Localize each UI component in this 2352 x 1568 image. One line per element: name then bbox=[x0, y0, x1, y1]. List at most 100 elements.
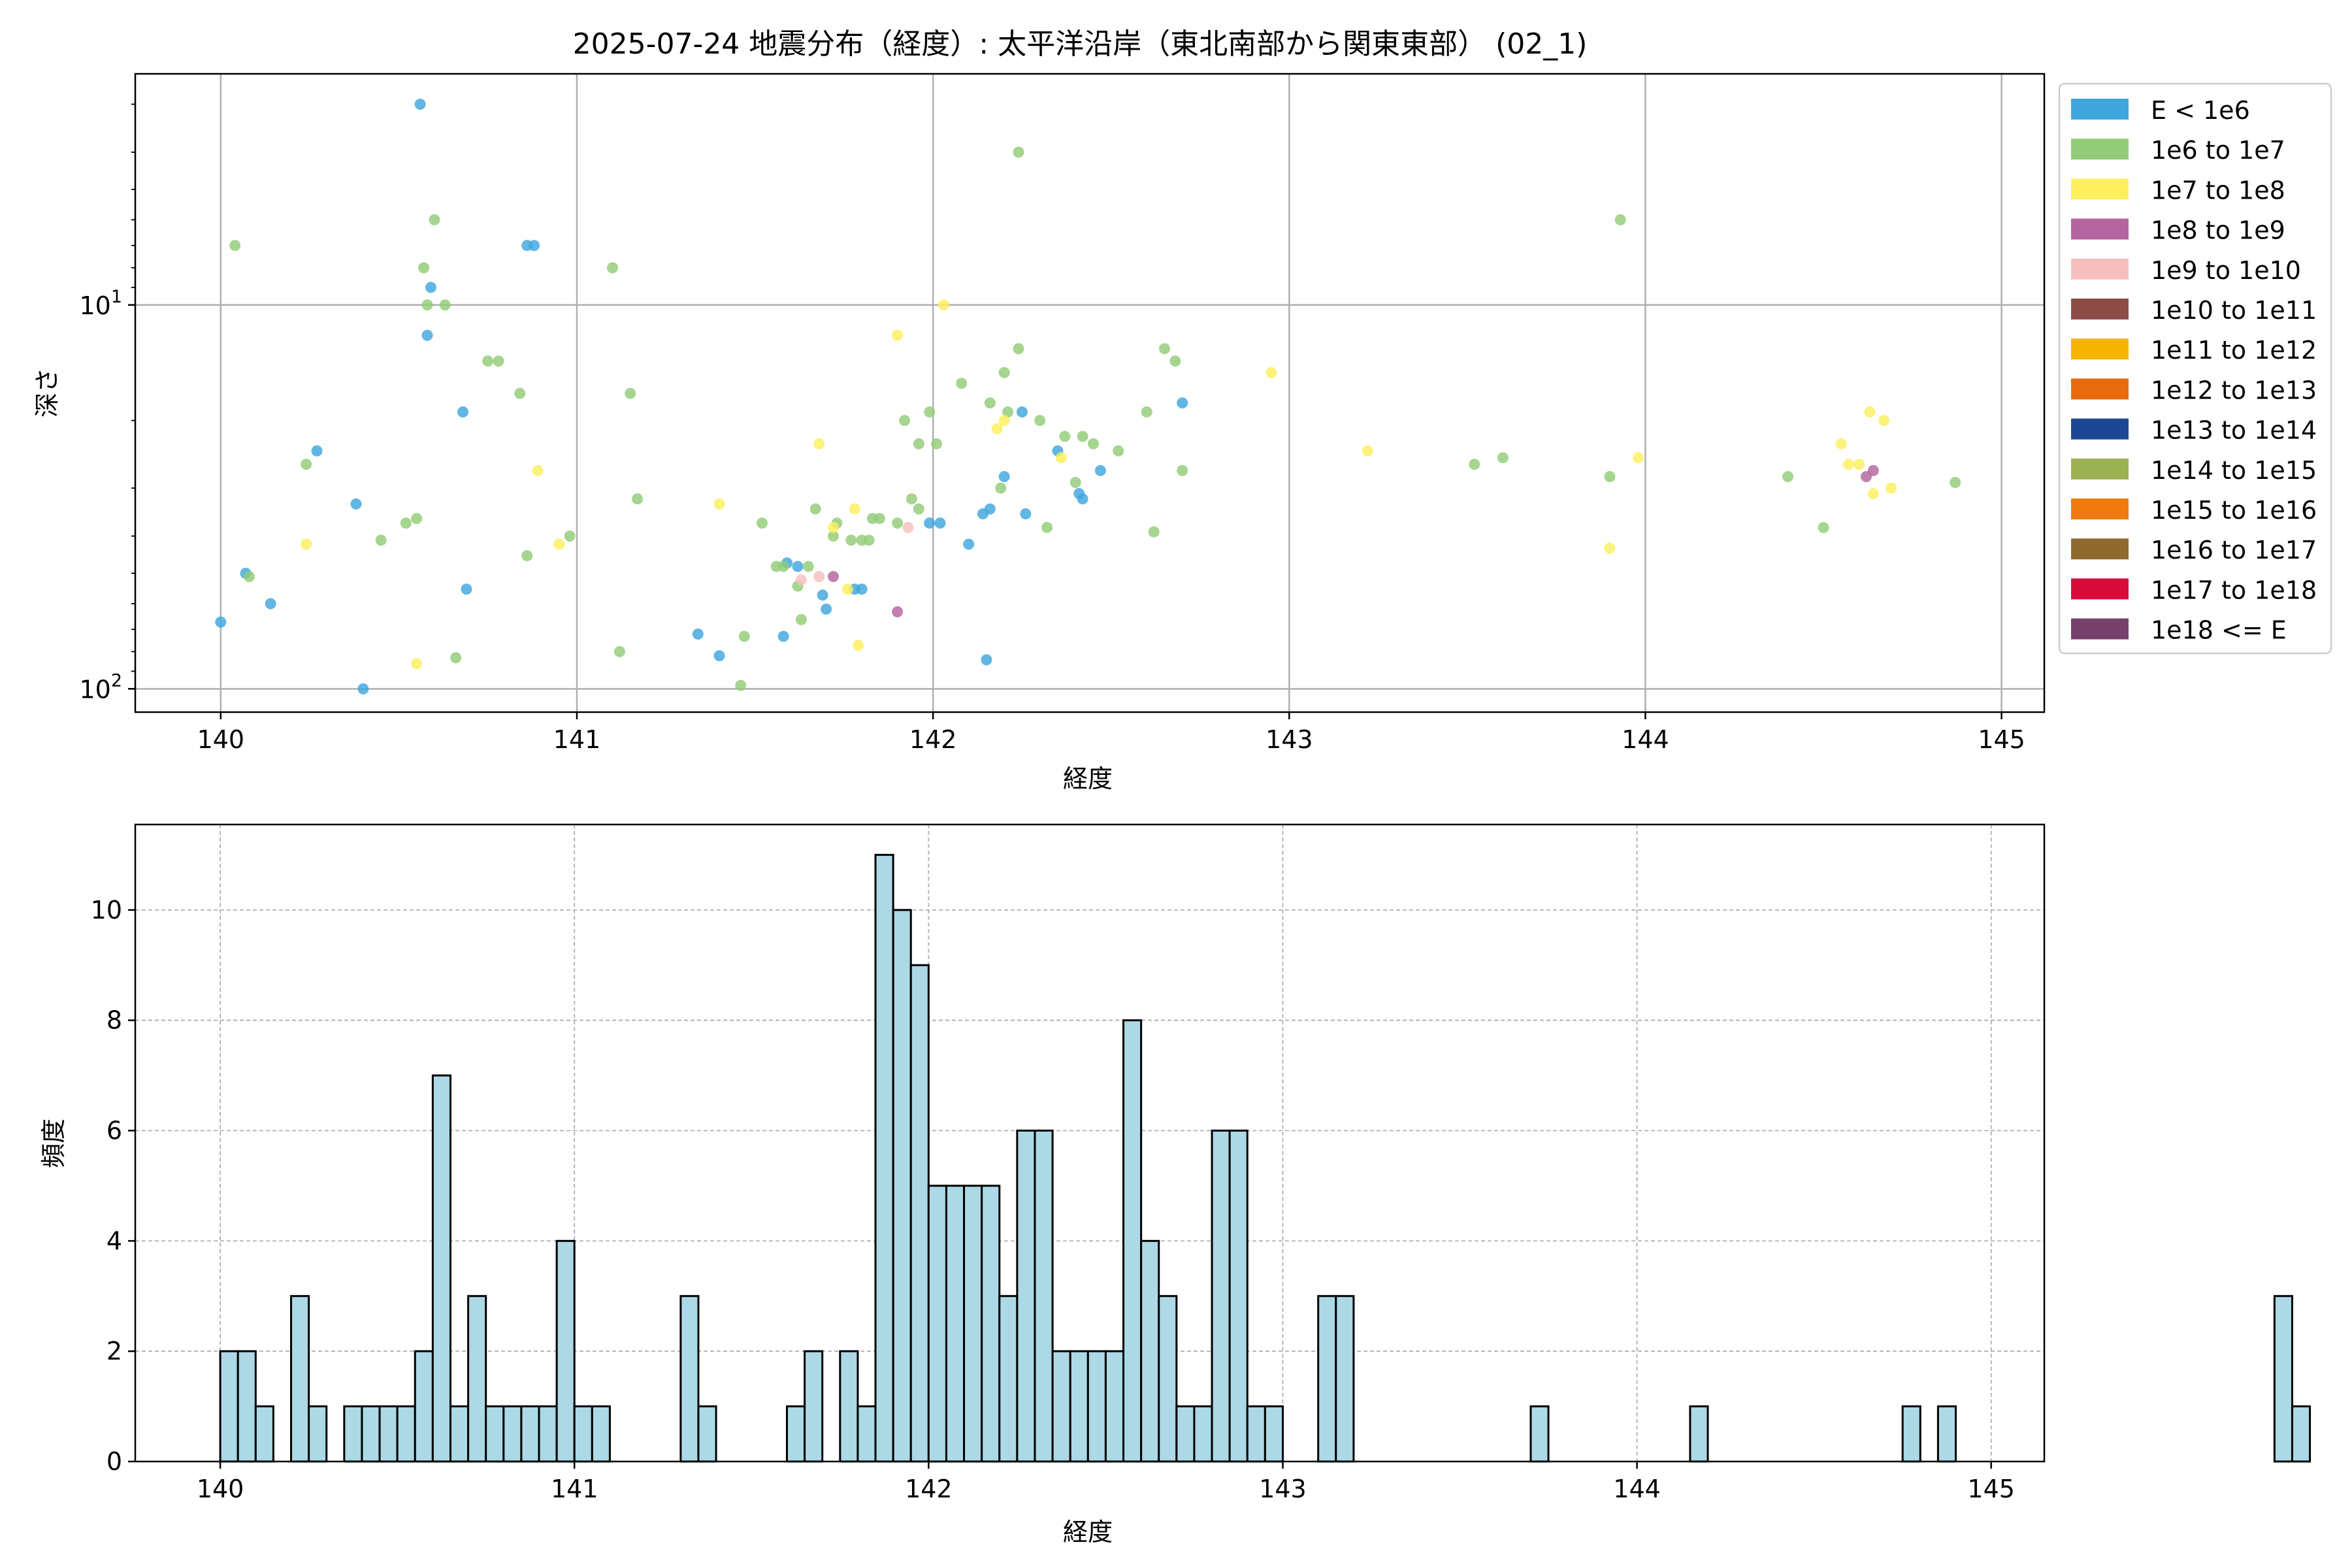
scatter-point bbox=[913, 438, 924, 449]
histogram-bar bbox=[591, 1405, 611, 1463]
scatter-point bbox=[924, 406, 936, 418]
scatter-point bbox=[450, 652, 462, 664]
scatter-point bbox=[735, 679, 747, 691]
histogram-bar bbox=[697, 1405, 717, 1463]
chart-title: 2025-07-24 地震分布（経度）: 太平洋沿岸（東北南部から関東東部） (… bbox=[573, 27, 1588, 61]
histogram-bar bbox=[573, 1405, 593, 1463]
scatter-point bbox=[899, 415, 911, 427]
scatter-point bbox=[411, 658, 423, 670]
scatter-point bbox=[493, 355, 504, 367]
histogram-bar bbox=[1034, 1130, 1054, 1463]
histogram-bar bbox=[1016, 1130, 1036, 1463]
scatter-point bbox=[1469, 459, 1480, 470]
scatter-point bbox=[1020, 508, 1032, 519]
scatter-point bbox=[827, 571, 839, 583]
scatter-point bbox=[1169, 355, 1181, 367]
scatter-point bbox=[795, 574, 807, 585]
scatter-point bbox=[625, 387, 636, 399]
histogram-bar bbox=[1193, 1405, 1213, 1463]
histogram-bar bbox=[857, 1405, 877, 1463]
histogram-bar bbox=[254, 1405, 274, 1463]
scatter-point bbox=[1864, 406, 1876, 418]
legend-swatch bbox=[2071, 338, 2129, 360]
scatter-point bbox=[1034, 415, 1046, 427]
scatter-point bbox=[1013, 146, 1024, 158]
histogram-bar bbox=[396, 1405, 416, 1463]
legend-swatch bbox=[2071, 538, 2129, 560]
scatter-point bbox=[1782, 470, 1793, 482]
scatter-point bbox=[425, 282, 436, 293]
histogram-bar bbox=[343, 1405, 363, 1463]
legend-label: 1e7 to 1e8 bbox=[2151, 176, 2285, 204]
histogram-bar bbox=[361, 1405, 381, 1463]
histogram-y-tick-label: 0 bbox=[106, 1447, 122, 1476]
scatter-point bbox=[821, 603, 832, 615]
scatter-point bbox=[845, 534, 857, 546]
scatter-point bbox=[514, 387, 526, 399]
legend-swatch bbox=[2071, 378, 2129, 400]
scatter-point bbox=[1867, 487, 1879, 499]
histogram-bar bbox=[1158, 1295, 1178, 1463]
histogram-bar bbox=[378, 1405, 399, 1463]
legend-swatch bbox=[2071, 139, 2129, 160]
legend-swatch bbox=[2071, 99, 2129, 120]
histogram-bar bbox=[1264, 1405, 1284, 1463]
scatter-point bbox=[265, 598, 276, 610]
scatter-point bbox=[863, 534, 875, 546]
scatter-point bbox=[934, 517, 946, 529]
scatter-point bbox=[998, 415, 1010, 427]
histogram-bar bbox=[2291, 1405, 2311, 1463]
legend-swatch bbox=[2071, 578, 2129, 600]
legend: E < 1e6 1e6 to 1e7 1e7 to 1e8 1e8 to 1e9 1e9… bbox=[2058, 82, 2332, 655]
histogram-x-tick-label: 143 bbox=[1259, 1475, 1307, 1503]
histogram-x-tick-label: 140 bbox=[197, 1475, 244, 1503]
scatter-point bbox=[1113, 445, 1124, 457]
scatter-point bbox=[777, 630, 789, 642]
scatter-point bbox=[827, 521, 839, 533]
scatter-point bbox=[913, 503, 924, 515]
scatter-point bbox=[777, 561, 789, 572]
scatter-point bbox=[856, 583, 868, 595]
scatter-point bbox=[813, 571, 825, 583]
scatter-point bbox=[1094, 465, 1106, 476]
scatter-point bbox=[802, 561, 814, 572]
scatter-point bbox=[1013, 343, 1024, 355]
legend-swatch bbox=[2071, 498, 2129, 519]
scatter-point bbox=[375, 534, 387, 546]
scatter-point bbox=[906, 493, 917, 505]
scatter-point bbox=[1950, 476, 1961, 488]
scatter-point bbox=[1077, 431, 1088, 442]
histogram-x-tick-label: 145 bbox=[1967, 1475, 2015, 1503]
scatter-x-tick-label: 144 bbox=[1622, 725, 1669, 754]
histogram-y-tick-label: 6 bbox=[106, 1117, 122, 1145]
scatter-point bbox=[984, 503, 996, 515]
scatter-point bbox=[553, 538, 565, 550]
scatter-point bbox=[457, 406, 469, 418]
scatter-points bbox=[215, 99, 1961, 694]
histogram-y-tick-label: 2 bbox=[106, 1337, 122, 1365]
scatter-point bbox=[607, 262, 618, 274]
legend-label: 1e10 to 1e11 bbox=[2151, 296, 2317, 325]
scatter-point bbox=[1141, 406, 1152, 418]
scatter-y-label: 深さ bbox=[33, 368, 61, 417]
histogram-bar bbox=[981, 1184, 1001, 1463]
histogram-bar bbox=[679, 1295, 700, 1463]
histogram-y-label: 頻度 bbox=[39, 1119, 68, 1168]
histogram-bar bbox=[1936, 1405, 1957, 1463]
scatter-point bbox=[991, 423, 1003, 434]
scatter-x-tick-label: 140 bbox=[197, 725, 245, 754]
scatter-y-tick-label: 102 bbox=[79, 670, 122, 704]
histogram-bar bbox=[804, 1350, 824, 1463]
scatter-grid bbox=[135, 74, 2044, 712]
scatter-point bbox=[1077, 493, 1088, 505]
histogram-bar bbox=[1140, 1239, 1160, 1463]
histogram-bar bbox=[1689, 1405, 1709, 1463]
scatter-axes: 140 141 142 143 144 145 101 102 bbox=[79, 103, 2025, 754]
histogram-bar bbox=[1335, 1295, 1355, 1463]
scatter-point bbox=[827, 531, 839, 542]
scatter-point bbox=[529, 240, 540, 252]
scatter-point bbox=[981, 654, 992, 666]
histogram-bar bbox=[219, 1350, 239, 1463]
histogram-bar bbox=[431, 1074, 451, 1463]
scatter-point bbox=[1177, 465, 1188, 476]
